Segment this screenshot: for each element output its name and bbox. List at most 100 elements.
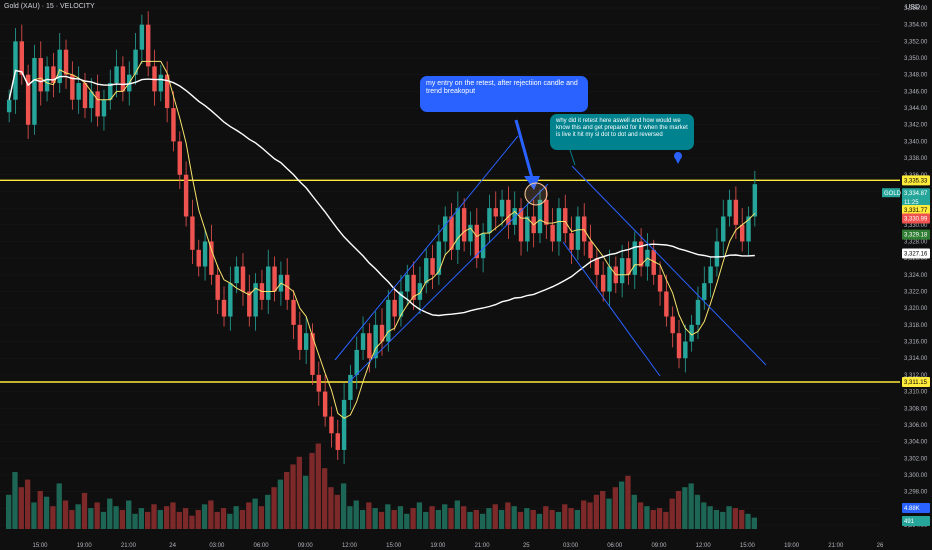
- candle-body[interactable]: [702, 283, 707, 300]
- retest-marker[interactable]: [524, 182, 548, 206]
- candle-body[interactable]: [594, 258, 600, 275]
- candle-body[interactable]: [228, 283, 233, 317]
- candle-body[interactable]: [430, 258, 435, 275]
- candle-body[interactable]: [373, 324, 378, 359]
- candle-body[interactable]: [266, 266, 271, 300]
- candle-body[interactable]: [316, 374, 322, 392]
- candle-body[interactable]: [108, 83, 113, 100]
- candle-body[interactable]: [600, 274, 606, 292]
- candle-body[interactable]: [683, 341, 688, 359]
- candle-body[interactable]: [461, 208, 467, 242]
- ask-badge[interactable]: [902, 229, 930, 240]
- candle-body[interactable]: [714, 241, 720, 267]
- candle-body[interactable]: [215, 274, 220, 300]
- candle-body[interactable]: [133, 49, 138, 75]
- candle-body[interactable]: [19, 41, 25, 75]
- candle-body[interactable]: [651, 249, 656, 275]
- candle-body[interactable]: [721, 216, 726, 242]
- candle-body[interactable]: [348, 374, 353, 400]
- candle-body[interactable]: [727, 199, 732, 217]
- candle-body[interactable]: [424, 258, 429, 284]
- candle-body[interactable]: [449, 216, 454, 250]
- candle-body[interactable]: [638, 241, 644, 267]
- candle-body[interactable]: [569, 233, 574, 250]
- candle-body[interactable]: [284, 274, 290, 300]
- candle-body[interactable]: [158, 74, 164, 92]
- candle-body[interactable]: [632, 241, 637, 275]
- candle-body[interactable]: [746, 216, 751, 242]
- candle-body[interactable]: [752, 184, 758, 217]
- candle-body[interactable]: [607, 266, 612, 292]
- candle-body[interactable]: [626, 258, 631, 275]
- candle-body[interactable]: [303, 333, 309, 350]
- candle-body[interactable]: [297, 324, 303, 350]
- candle-body[interactable]: [234, 266, 239, 284]
- candle-body[interactable]: [114, 66, 119, 84]
- candle-body[interactable]: [89, 91, 94, 109]
- candle-body[interactable]: [360, 333, 366, 350]
- level-top-badge[interactable]: [902, 175, 930, 186]
- candle-body[interactable]: [676, 333, 682, 359]
- bid-badge[interactable]: [902, 213, 930, 224]
- candle-body[interactable]: [480, 233, 486, 259]
- candle-body[interactable]: [291, 299, 296, 325]
- candle-body[interactable]: [487, 208, 492, 234]
- candle-body[interactable]: [253, 283, 258, 317]
- candle-body[interactable]: [537, 199, 543, 234]
- candle-body[interactable]: [695, 299, 701, 325]
- candle-body[interactable]: [202, 241, 208, 267]
- candle-body[interactable]: [25, 74, 31, 125]
- candle-body[interactable]: [329, 416, 334, 434]
- candle-body[interactable]: [556, 208, 562, 242]
- entry-arrow[interactable]: [514, 119, 534, 179]
- channel-line-upper[interactable]: [334, 135, 519, 361]
- candle-body[interactable]: [101, 99, 107, 117]
- candle-body[interactable]: [525, 216, 530, 242]
- candle-body[interactable]: [455, 208, 461, 250]
- candle-body[interactable]: [32, 58, 37, 125]
- candle-body[interactable]: [139, 24, 145, 50]
- candle-body[interactable]: [209, 241, 214, 275]
- candle-body[interactable]: [689, 324, 694, 342]
- candle-body[interactable]: [468, 224, 473, 242]
- candle-body[interactable]: [335, 433, 340, 450]
- countdown-badge[interactable]: [902, 197, 930, 208]
- candle-body[interactable]: [436, 241, 442, 275]
- descending-channel-lower[interactable]: [562, 241, 661, 377]
- channel-line-lower[interactable]: [347, 183, 549, 384]
- candle-body[interactable]: [739, 224, 745, 242]
- candle-body[interactable]: [670, 316, 675, 334]
- candle-body[interactable]: [51, 66, 56, 84]
- candle-body[interactable]: [499, 199, 505, 217]
- ma-slow-badge[interactable]: [902, 248, 930, 259]
- candle-body[interactable]: [392, 299, 397, 317]
- candle-body[interactable]: [272, 266, 277, 292]
- candle-body[interactable]: [240, 266, 246, 292]
- candle-body[interactable]: [76, 83, 81, 100]
- candle-body[interactable]: [506, 199, 511, 225]
- candle-body[interactable]: [6, 99, 12, 113]
- candle-body[interactable]: [367, 333, 372, 359]
- descending-channel-upper[interactable]: [571, 165, 767, 366]
- candle-body[interactable]: [177, 141, 182, 175]
- candle-body[interactable]: [442, 216, 448, 242]
- candle-body[interactable]: [145, 24, 151, 67]
- candle-body[interactable]: [221, 299, 227, 317]
- candle-body[interactable]: [196, 249, 201, 267]
- candle-body[interactable]: [544, 199, 549, 225]
- candle-body[interactable]: [152, 66, 157, 92]
- currency-label[interactable]: USD: [905, 4, 920, 11]
- candle-body[interactable]: [63, 49, 69, 75]
- level-bottom-badge[interactable]: [902, 376, 930, 387]
- candle-body[interactable]: [398, 291, 404, 317]
- candle-body[interactable]: [379, 324, 385, 342]
- ma-fast-badge[interactable]: [902, 205, 930, 216]
- volume-badge[interactable]: [902, 503, 930, 513]
- candle-body[interactable]: [582, 216, 587, 242]
- candle-body[interactable]: [664, 291, 669, 317]
- candle-body[interactable]: [386, 299, 391, 342]
- candle-body[interactable]: [171, 108, 176, 142]
- symbol-tag[interactable]: [882, 188, 900, 198]
